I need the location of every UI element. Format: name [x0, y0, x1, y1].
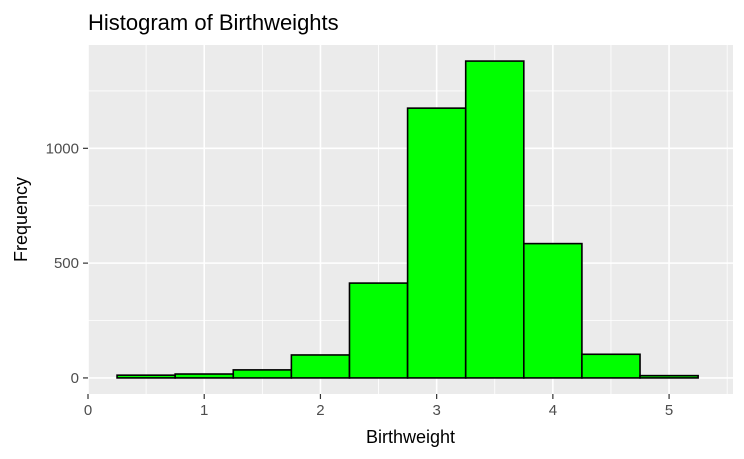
histogram-bar-6: [406, 107, 467, 379]
y-axis: 0 500 1000: [46, 140, 88, 387]
y-tick-label: 1000: [46, 140, 79, 157]
x-tick-label: 3: [432, 402, 440, 419]
histogram-bar-1: [116, 374, 176, 379]
histogram-bar-3: [232, 369, 293, 379]
histogram-bar-7: [464, 60, 525, 379]
histogram-bar-2: [174, 373, 235, 379]
histogram-bars: [116, 60, 699, 379]
x-axis: 0 1 2 3 4 5: [84, 394, 673, 419]
y-tick-label: 500: [54, 255, 79, 272]
chart-title: Histogram of Birthweights: [88, 10, 339, 35]
x-tick-label: 1: [200, 402, 208, 419]
x-tick-label: 4: [549, 402, 557, 419]
x-tick-label: 5: [665, 402, 673, 419]
histogram-bar-5: [348, 282, 409, 379]
histogram-bar-4: [290, 354, 351, 379]
x-tick-label: 2: [316, 402, 324, 419]
x-tick-label: 0: [84, 402, 92, 419]
histogram-bar-8: [523, 242, 583, 379]
y-axis-title: Frequency: [11, 177, 31, 262]
histogram-bar-9: [581, 353, 641, 379]
histogram-bar-10: [639, 374, 699, 379]
y-tick-label: 0: [71, 370, 79, 387]
x-axis-title: Birthweight: [366, 427, 455, 447]
